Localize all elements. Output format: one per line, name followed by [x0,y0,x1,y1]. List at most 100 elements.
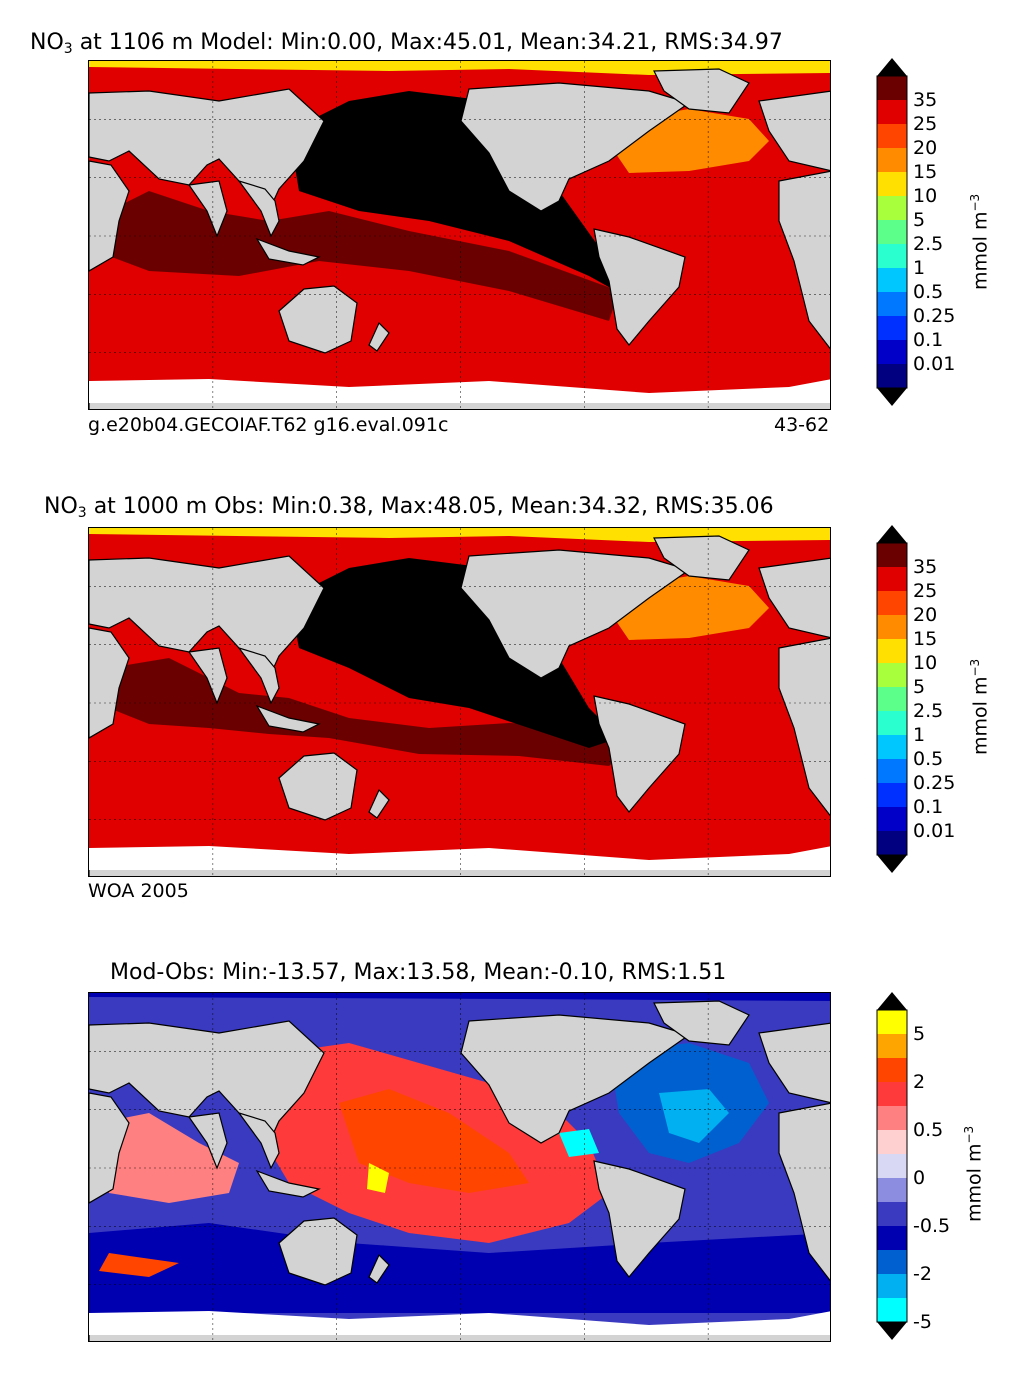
colorbar-segment [877,1274,907,1299]
colorbar-tick-label: 10 [913,185,938,207]
colorbar-segment [877,1202,907,1227]
diff-map [88,992,831,1342]
colorbar-tick-label: 0.1 [913,796,944,818]
arctic-diff-field [89,993,830,1001]
colorbar-tick-label: 5 [913,676,926,698]
land-africa-right [778,170,830,350]
units-exponent: −3 [968,193,982,212]
colorbar-segment [877,567,907,592]
diff-colorbar [876,992,908,1340]
title-species: NO [44,494,78,519]
colorbar-segment [877,1226,907,1251]
land-greenland [653,1000,750,1046]
land-australia [278,752,358,821]
colorbar-segment [877,783,907,808]
title-stats: at 1106 m Model: Min:0.00, Max:45.01, Me… [72,30,783,55]
colorbar-extend-max [877,525,907,543]
colorbar-segment [877,172,907,197]
map-svg [89,993,830,1341]
colorbar-extend-min [877,1322,907,1340]
colorbar-segment [877,340,907,365]
map-gridlines [89,61,830,409]
colorbar-tick-label: 2 [913,1071,926,1093]
indian-pacific-band [109,658,629,766]
land-south-america [593,1160,686,1278]
southern-ice-margin [89,379,830,403]
title-stats: Mod-Obs: Min:-13.57, Max:13.58, Mean:-0.… [110,960,727,985]
colorbar-tick-label: 0 [913,1167,926,1189]
colorbar-segment [877,1130,907,1155]
land-australia [278,285,358,354]
colorbar-tick-label: 0.5 [913,281,944,303]
colorbar-tick-label: 15 [913,628,938,650]
model-caption-years: 43-62 [774,414,830,436]
colorbar-outline [876,75,908,389]
land-seasia [237,1111,280,1170]
arctic-field [89,61,830,75]
colorbar-tick-label: 1 [913,724,926,746]
colorbar-segment [877,759,907,784]
land-india [187,647,228,705]
colorbar-segment [877,364,907,389]
colorbar-segment [877,76,907,101]
colorbar-extend-max [877,58,907,76]
diff-strong-positive [339,1089,529,1193]
units-text: mmol m [963,1143,986,1222]
colorbar-tick-label: 35 [913,556,938,578]
land-newzealand [368,1253,390,1284]
obs-colorbar [876,525,908,873]
colorbar-segment [877,1298,907,1323]
colorbar-segment [877,543,907,568]
colorbar-segment [877,292,907,317]
obs-caption-source: WOA 2005 [88,880,189,902]
indian-pacific-band [109,191,619,321]
model-colorbar-units: mmol m−3 [968,194,991,290]
colorbar-tick-label: -5 [913,1311,932,1333]
colorbar-segment [877,663,907,688]
colorbar-extend-max [877,992,907,1010]
colorbar-tick-label: -2 [913,1263,932,1285]
colorbar-segment [877,124,907,149]
colorbar-segment [877,1010,907,1035]
obs-title: NO3 at 1000 m Obs: Min:0.38, Max:48.05, … [44,494,774,521]
colorbar-tick-label: 5 [913,209,926,231]
colorbar-tick-label: 0.5 [913,1119,944,1141]
land-north-america [460,549,691,679]
land-north-america [460,82,691,212]
map-svg [89,61,830,409]
obs-colorbar-units: mmol m−3 [968,659,991,755]
colorbar-segment [877,148,907,173]
arctic-field [89,528,830,542]
colorbar-tick-label: 25 [913,113,938,135]
units-text: mmol m [969,211,992,290]
colorbar-tick-label: 10 [913,652,938,674]
land-europe-right [758,90,830,172]
title-species: NO [30,30,64,55]
land-greenland [653,535,750,581]
colorbar-segment [877,639,907,664]
colorbar-tick-label: 0.5 [913,748,944,770]
colorbar-tick-label: 35 [913,89,938,111]
land-africa [89,627,130,739]
colorbar-segment [877,1034,907,1059]
model-colorbar [876,58,908,406]
colorbar-svg [876,525,908,873]
land-newzealand [368,321,390,352]
colorbar-segment [877,1106,907,1131]
diff-positive-patch [99,1253,179,1277]
colorbar-segment [877,1178,907,1203]
colorbar-tick-label: 0.01 [913,353,956,375]
obs-map [88,527,831,877]
land-newzealand [368,788,390,819]
land-indonesia [255,237,321,266]
diff-min-negative [559,1129,599,1157]
colorbar-segment [877,807,907,832]
map-gridlines [89,993,830,1341]
colorbar-segment [877,615,907,640]
colorbar-segment [877,1058,907,1083]
title-subscript: 3 [77,505,87,521]
colorbar-extend-min [877,855,907,873]
colorbar-segment [877,687,907,712]
map-svg [89,528,830,876]
colorbar-tick-label: 0.25 [913,305,956,327]
